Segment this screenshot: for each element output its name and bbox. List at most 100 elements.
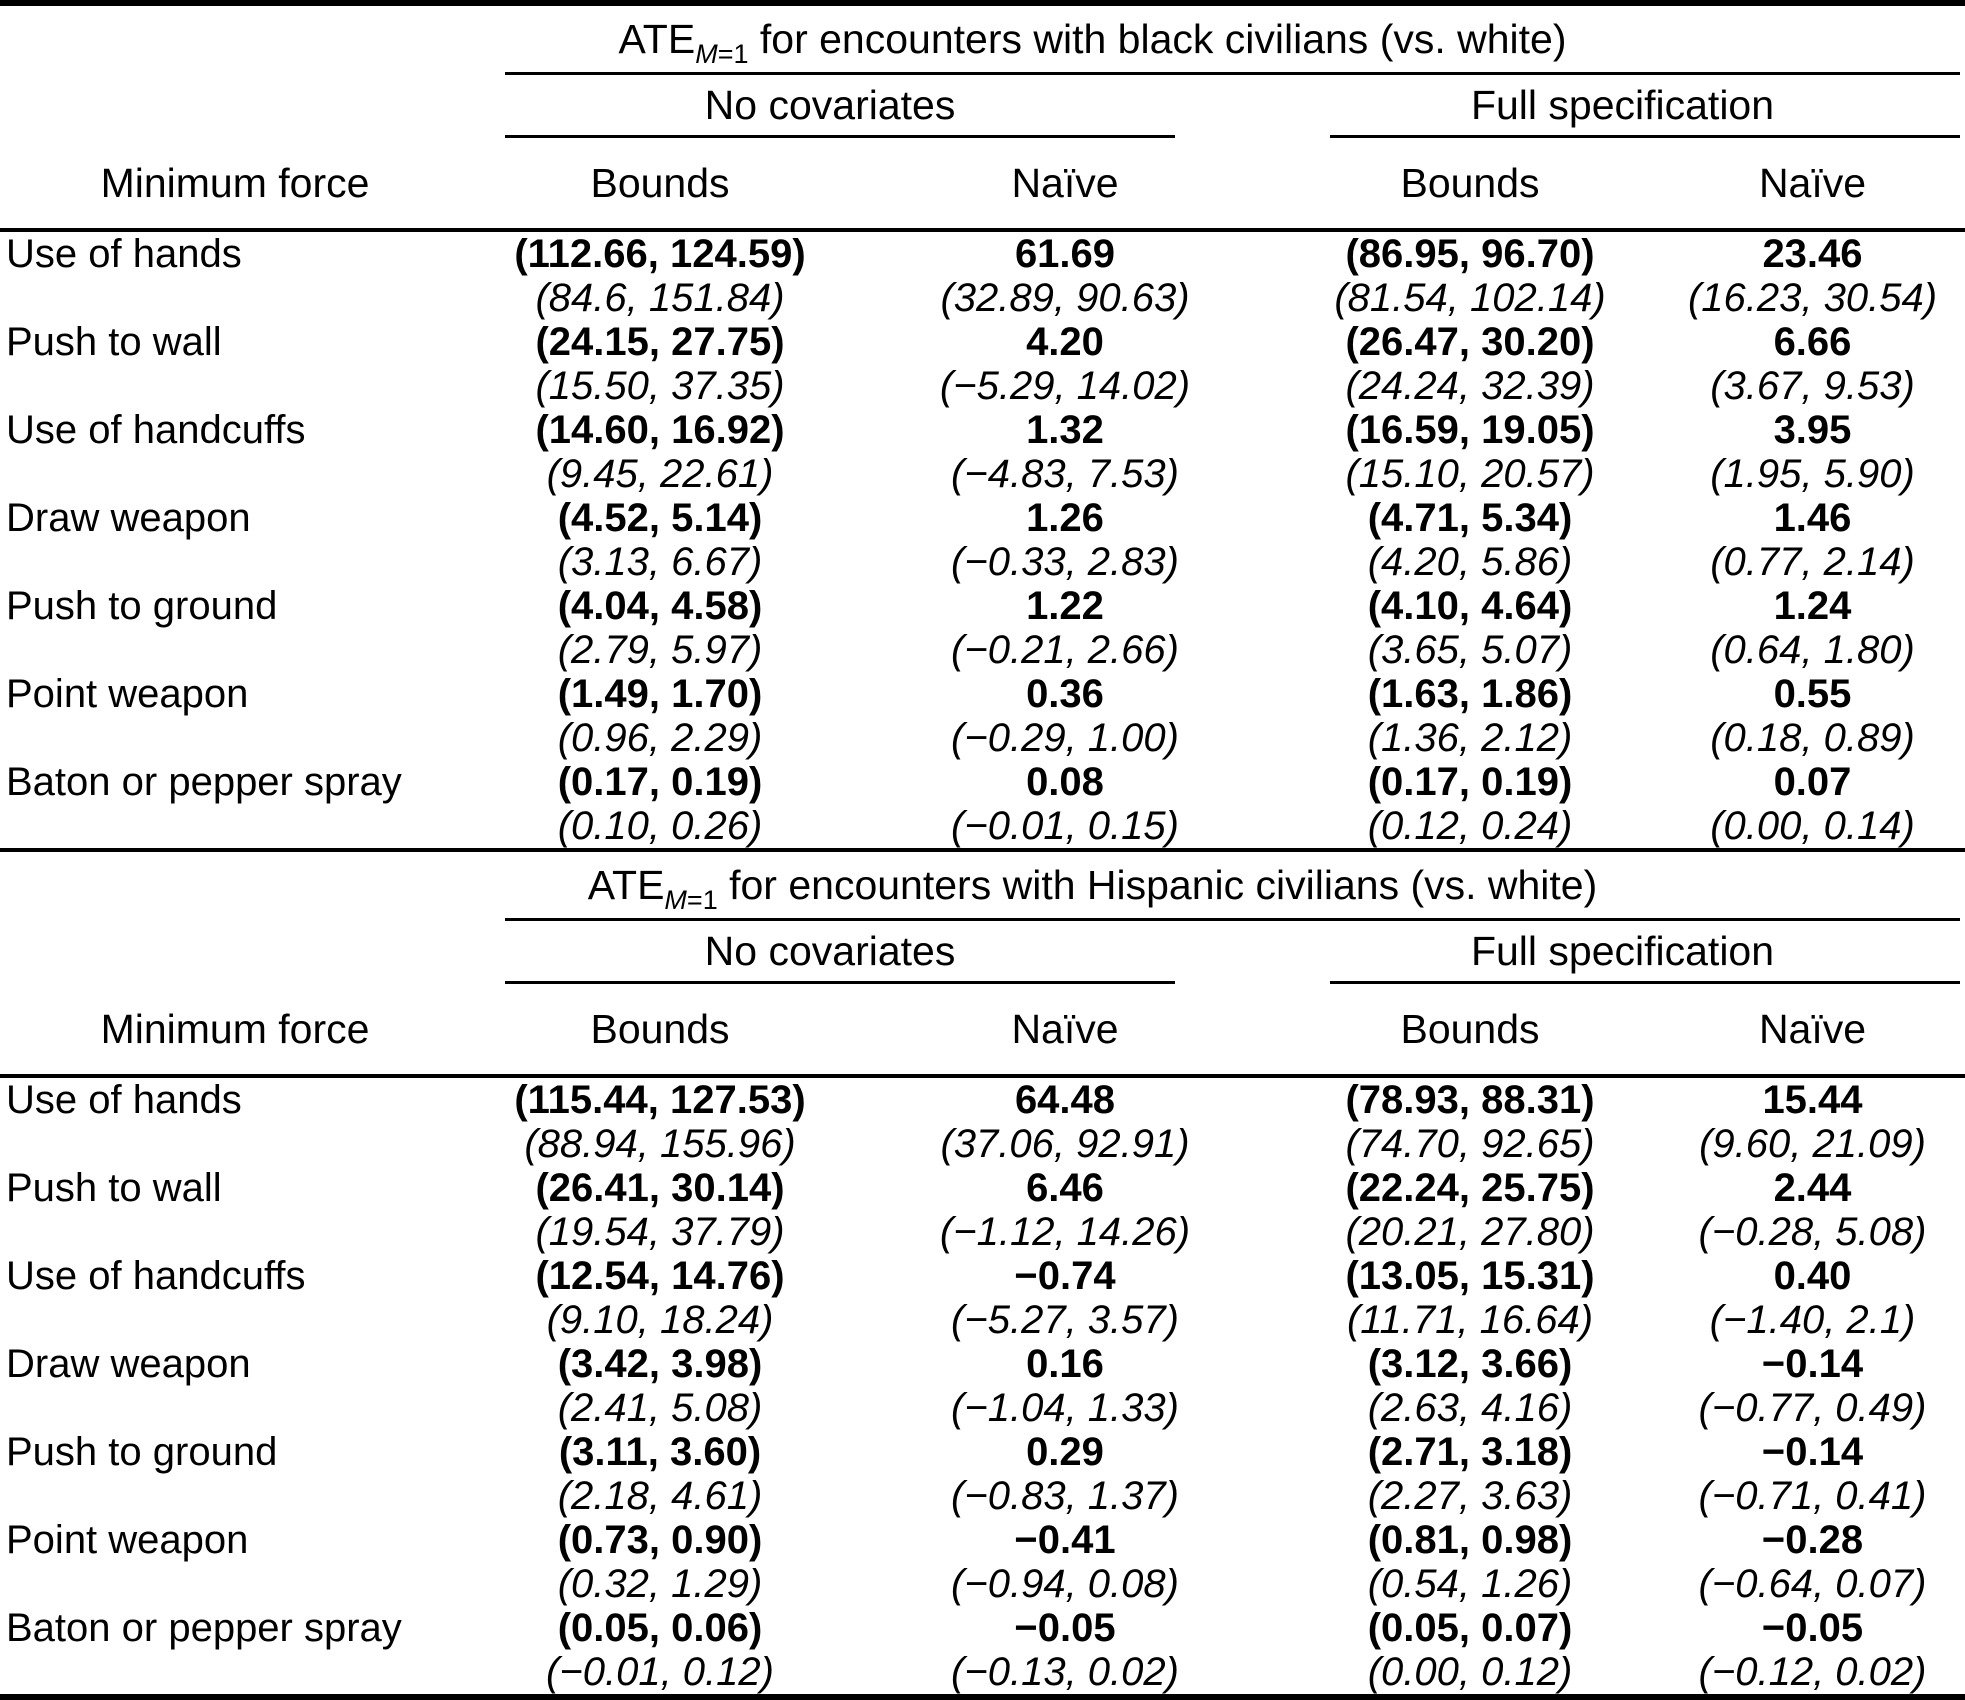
panel-title: ATEM=1 for encounters with black civilia… bbox=[470, 6, 1715, 72]
estimate: 23.46 bbox=[1762, 232, 1863, 276]
table-cell: 0.16 (−1.04, 1.33) bbox=[850, 1342, 1280, 1430]
confidence-interval: (37.06, 92.91) bbox=[940, 1122, 1190, 1166]
table-cell: (24.15, 27.75) (15.50, 37.35) bbox=[470, 320, 850, 408]
estimate: 1.22 bbox=[1026, 584, 1104, 628]
confidence-interval: (−1.40, 2.1) bbox=[1709, 1298, 1916, 1342]
ate-label: ATE bbox=[618, 16, 696, 62]
row-label: Push to ground bbox=[6, 584, 278, 628]
confidence-interval: (0.77, 2.14) bbox=[1710, 540, 1915, 584]
estimate: (24.15, 27.75) bbox=[535, 320, 785, 364]
panel-separator-rule bbox=[0, 848, 1965, 852]
confidence-interval: (81.54, 102.14) bbox=[1334, 276, 1606, 320]
confidence-interval: (−5.29, 14.02) bbox=[939, 364, 1191, 408]
cmidrule-no-covariates bbox=[505, 135, 1175, 138]
table-cell: (78.93, 88.31) (74.70, 92.65) bbox=[1280, 1078, 1660, 1166]
table-cell: −0.74 (−5.27, 3.57) bbox=[850, 1254, 1280, 1342]
table-cell: (14.60, 16.92) (9.45, 22.61) bbox=[470, 408, 850, 496]
confidence-interval: (0.10, 0.26) bbox=[557, 804, 763, 848]
table-cell: (13.05, 15.31) (11.71, 16.64) bbox=[1280, 1254, 1660, 1342]
table-cell: 23.46 (16.23, 30.54) bbox=[1660, 232, 1965, 320]
confidence-interval: (9.60, 21.09) bbox=[1699, 1122, 1926, 1166]
confidence-interval: (0.54, 1.26) bbox=[1367, 1562, 1573, 1606]
estimate: 6.46 bbox=[1026, 1166, 1104, 1210]
table-cell: 0.08 (−0.01, 0.15) bbox=[850, 760, 1280, 848]
estimate: 0.36 bbox=[1026, 672, 1104, 716]
panel-title-text: for encounters with Hispanic civilians (… bbox=[717, 862, 1598, 908]
confidence-interval: (20.21, 27.80) bbox=[1345, 1210, 1595, 1254]
table-cell: 1.22 (−0.21, 2.66) bbox=[850, 584, 1280, 672]
row-label: Use of hands bbox=[6, 232, 242, 276]
estimate: (4.10, 4.64) bbox=[1367, 584, 1573, 628]
table-cell: −0.14 (−0.77, 0.49) bbox=[1660, 1342, 1965, 1430]
confidence-interval: (−4.83, 7.53) bbox=[951, 452, 1179, 496]
estimate: (13.05, 15.31) bbox=[1345, 1254, 1595, 1298]
confidence-interval: (2.41, 5.08) bbox=[557, 1386, 763, 1430]
column-header-naive: Naïve bbox=[1011, 1006, 1119, 1052]
estimate: (4.52, 5.14) bbox=[557, 496, 763, 540]
column-header-naive: Naïve bbox=[1011, 160, 1119, 206]
table-cell: (4.71, 5.34) (4.20, 5.86) bbox=[1280, 496, 1660, 584]
estimate: (22.24, 25.75) bbox=[1345, 1166, 1595, 1210]
estimate: (3.12, 3.66) bbox=[1367, 1342, 1573, 1386]
panel-hispanic-civilians: ATEM=1 for encounters with Hispanic civi… bbox=[0, 852, 1965, 1694]
panel-black-civilians: ATEM=1 for encounters with black civilia… bbox=[0, 6, 1965, 848]
table-cell: −0.41 (−0.94, 0.08) bbox=[850, 1518, 1280, 1606]
confidence-interval: (−1.04, 1.33) bbox=[951, 1386, 1179, 1430]
confidence-interval: (2.63, 4.16) bbox=[1367, 1386, 1573, 1430]
row-label: Draw weapon bbox=[6, 1342, 251, 1386]
table-cell: (0.05, 0.07) (0.00, 0.12) bbox=[1280, 1606, 1660, 1694]
estimate: (16.59, 19.05) bbox=[1345, 408, 1595, 452]
table-cell: (26.47, 30.20) (24.24, 32.39) bbox=[1280, 320, 1660, 408]
subscript-variable: M bbox=[695, 39, 718, 69]
table-cell: 6.46 (−1.12, 14.26) bbox=[850, 1166, 1280, 1254]
estimate: −0.14 bbox=[1761, 1342, 1864, 1386]
confidence-interval: (74.70, 92.65) bbox=[1345, 1122, 1595, 1166]
confidence-interval: (−0.64, 0.07) bbox=[1698, 1562, 1927, 1606]
table-cell: (0.05, 0.06) (−0.01, 0.12) bbox=[470, 1606, 850, 1694]
panel-title: ATEM=1 for encounters with Hispanic civi… bbox=[470, 852, 1715, 918]
table-cell: (4.04, 4.58) (2.79, 5.97) bbox=[470, 584, 850, 672]
table-cell: (0.81, 0.98) (0.54, 1.26) bbox=[1280, 1518, 1660, 1606]
estimate: −0.05 bbox=[1761, 1606, 1864, 1650]
group-header-full-specification: Full specification bbox=[1470, 82, 1775, 128]
estimate: 15.44 bbox=[1762, 1078, 1863, 1122]
estimate: 2.44 bbox=[1773, 1166, 1852, 1210]
confidence-interval: (−1.12, 14.26) bbox=[939, 1210, 1191, 1254]
estimate: 1.32 bbox=[1026, 408, 1104, 452]
confidence-interval: (−0.28, 5.08) bbox=[1698, 1210, 1927, 1254]
row-label: Baton or pepper spray bbox=[6, 760, 402, 804]
estimate: −0.28 bbox=[1761, 1518, 1864, 1562]
confidence-interval: (9.10, 18.24) bbox=[546, 1298, 774, 1342]
estimate: 0.29 bbox=[1026, 1430, 1104, 1474]
estimate: −0.05 bbox=[1014, 1606, 1116, 1650]
ate-label: ATE bbox=[587, 862, 665, 908]
confidence-interval: (2.27, 3.63) bbox=[1367, 1474, 1573, 1518]
group-header-full-specification: Full specification bbox=[1470, 928, 1775, 974]
header-body-rule bbox=[0, 1074, 1965, 1078]
confidence-interval: (−0.01, 0.15) bbox=[951, 804, 1179, 848]
subscript-variable: M bbox=[664, 885, 687, 915]
estimate: −0.14 bbox=[1761, 1430, 1864, 1474]
table-cell: (1.49, 1.70) (0.96, 2.29) bbox=[470, 672, 850, 760]
estimate: (0.81, 0.98) bbox=[1367, 1518, 1573, 1562]
row-label: Point weapon bbox=[6, 1518, 249, 1562]
row-label: Use of hands bbox=[6, 1078, 242, 1122]
table-cell: (112.66, 124.59) (84.6, 151.84) bbox=[470, 232, 850, 320]
estimate: 0.16 bbox=[1026, 1342, 1104, 1386]
row-label: Point weapon bbox=[6, 672, 249, 716]
table-cell: 2.44 (−0.28, 5.08) bbox=[1660, 1166, 1965, 1254]
estimate: 0.07 bbox=[1773, 760, 1852, 804]
column-header-bounds: Bounds bbox=[590, 160, 730, 206]
confidence-interval: (3.65, 5.07) bbox=[1367, 628, 1573, 672]
table-cell: (3.12, 3.66) (2.63, 4.16) bbox=[1280, 1342, 1660, 1430]
estimate: 0.08 bbox=[1026, 760, 1104, 804]
confidence-interval: (−0.33, 2.83) bbox=[951, 540, 1179, 584]
estimate: (3.42, 3.98) bbox=[557, 1342, 763, 1386]
table-cell: 0.36 (−0.29, 1.00) bbox=[850, 672, 1280, 760]
table-cell: (3.11, 3.60) (2.18, 4.61) bbox=[470, 1430, 850, 1518]
estimate: (0.73, 0.90) bbox=[557, 1518, 763, 1562]
ate-subscript: M=1 bbox=[695, 39, 748, 69]
estimate: (0.05, 0.07) bbox=[1367, 1606, 1573, 1650]
estimate: (1.63, 1.86) bbox=[1367, 672, 1573, 716]
top-rule bbox=[0, 0, 1965, 6]
